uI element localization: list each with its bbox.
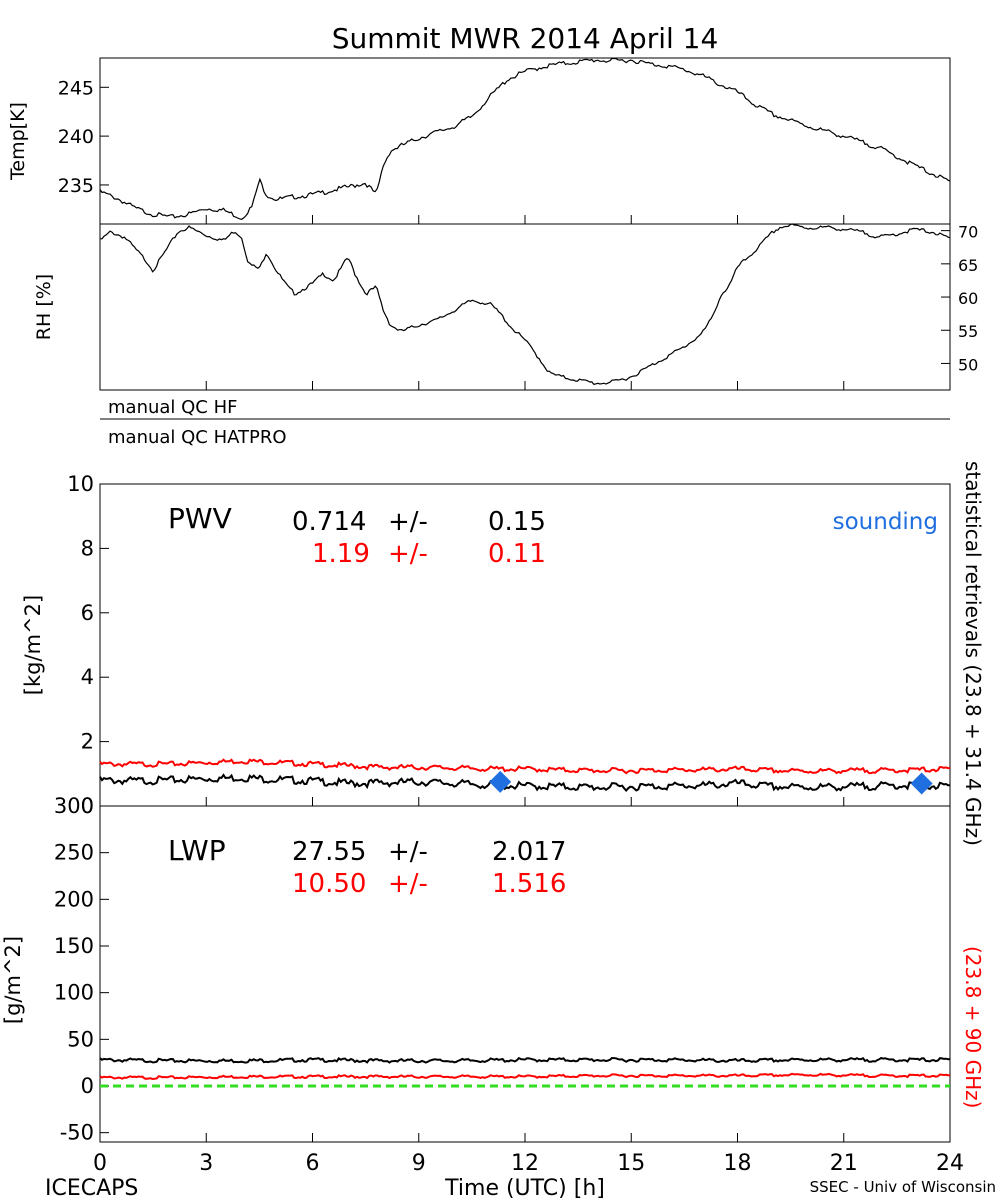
sounding-legend: sounding xyxy=(833,509,938,535)
sounding-point-1 xyxy=(489,770,512,793)
xtick-label-15: 15 xyxy=(617,1151,645,1176)
lwp-ytick-label--50: -50 xyxy=(60,1121,94,1145)
lwp-y-ticks: -50 0 50 100 150 200 250 300 xyxy=(54,794,109,1145)
pwv-ytick-label-4: 4 xyxy=(81,665,94,689)
xtick-label-24: 24 xyxy=(936,1151,964,1176)
temp-series-line xyxy=(99,57,951,220)
pwv-ytick-label-10: 10 xyxy=(67,472,94,496)
pwv-y-ticks: 0 2 4 6 8 10 xyxy=(67,472,109,818)
rh-ylabel: RH [%] xyxy=(33,274,55,340)
pwv-ylabel: [kg/m^2] xyxy=(21,595,45,695)
pwv-ytick-label-6: 6 xyxy=(81,601,94,625)
temp-y-ticks: 235 240 245 xyxy=(58,77,109,197)
footer-right-label: SSEC - Univ of Wisconsin xyxy=(810,1178,996,1196)
xtick-label-3: 3 xyxy=(199,1151,213,1176)
right-label-90ghz: (23.8 + 90 GHz) xyxy=(961,946,985,1108)
lwp-stat-black-mean: 27.55 xyxy=(292,837,366,867)
qc-label-hf: manual QC HF xyxy=(108,397,237,418)
rh-panel-frame xyxy=(99,223,951,391)
sounding-markers xyxy=(489,770,933,795)
temp-ytick-label-235: 235 xyxy=(58,175,94,197)
lwp-series-red xyxy=(99,1072,950,1081)
pwv-stat-red-pm: +/- xyxy=(388,539,428,569)
lwp-ytick-label-100: 100 xyxy=(54,981,94,1005)
rh-series-line xyxy=(100,223,951,385)
lwp-stat-black-pm: +/- xyxy=(388,837,428,867)
pwv-stat-red-mean: 1.19 xyxy=(312,539,370,569)
rh-ytick-label-70: 70 xyxy=(958,223,978,242)
temp-ytick-label-245: 245 xyxy=(58,77,94,99)
rh-ytick-label-50: 50 xyxy=(958,355,978,374)
pwv-ytick-label-8: 8 xyxy=(81,536,94,560)
time-x-ticks: 0 3 6 9 12 15 18 21 24 xyxy=(93,215,964,1176)
footer-left-label: ICECAPS xyxy=(45,1176,138,1200)
pwv-series-black xyxy=(99,773,950,792)
rh-ytick-label-55: 55 xyxy=(958,322,978,341)
temp-ylabel: Temp[K] xyxy=(7,102,29,181)
lwp-annotation: LWP xyxy=(168,834,226,867)
chart-title: Summit MWR 2014 April 14 xyxy=(332,22,719,55)
right-label-statistical: statistical retrievals (23.8 + 31.4 GHz) xyxy=(961,461,985,846)
rh-y-ticks: 50 55 60 65 70 xyxy=(941,223,978,374)
sounding-point-2 xyxy=(910,772,933,795)
pwv-annotation: PWV xyxy=(168,502,232,535)
lwp-ytick-label-50: 50 xyxy=(67,1027,94,1051)
lwp-ytick-label-300: 300 xyxy=(54,794,94,818)
xtick-label-12: 12 xyxy=(511,1151,539,1176)
lwp-ytick-label-250: 250 xyxy=(54,841,94,865)
lwp-stat-red-mean: 10.50 xyxy=(292,869,366,899)
xtick-label-21: 21 xyxy=(830,1151,858,1176)
lwp-series-black xyxy=(99,1056,951,1064)
x-axis-label: Time (UTC) [h] xyxy=(444,1176,605,1200)
lwp-stat-red-std: 1.516 xyxy=(492,869,566,899)
rh-ytick-label-65: 65 xyxy=(958,256,978,275)
xtick-label-18: 18 xyxy=(724,1151,752,1176)
pwv-ytick-label-2: 2 xyxy=(81,730,94,754)
lwp-ylabel: [g/m^2] xyxy=(1,936,25,1024)
qc-label-hatpro: manual QC HATPRO xyxy=(108,427,287,448)
lwp-stat-black-std: 2.017 xyxy=(492,837,566,867)
xtick-label-6: 6 xyxy=(306,1151,320,1176)
lwp-ytick-label-200: 200 xyxy=(54,887,94,911)
pwv-stat-black-mean: 0.714 xyxy=(292,507,366,537)
xtick-label-0: 0 xyxy=(93,1151,107,1176)
lwp-stat-red-pm: +/- xyxy=(388,869,428,899)
pwv-stat-red-std: 0.11 xyxy=(488,539,546,569)
pwv-series-red xyxy=(99,758,951,775)
pwv-stat-black-std: 0.15 xyxy=(488,507,546,537)
lwp-ytick-label-150: 150 xyxy=(54,934,94,958)
temp-panel-frame xyxy=(99,57,951,225)
xtick-label-9: 9 xyxy=(412,1151,426,1176)
pwv-ytick-label-0: 0 xyxy=(81,794,94,818)
temp-ytick-label-240: 240 xyxy=(58,126,94,148)
rh-ytick-label-60: 60 xyxy=(958,289,978,308)
pwv-stat-black-pm: +/- xyxy=(388,507,428,537)
lwp-ytick-label-0: 0 xyxy=(81,1074,94,1098)
